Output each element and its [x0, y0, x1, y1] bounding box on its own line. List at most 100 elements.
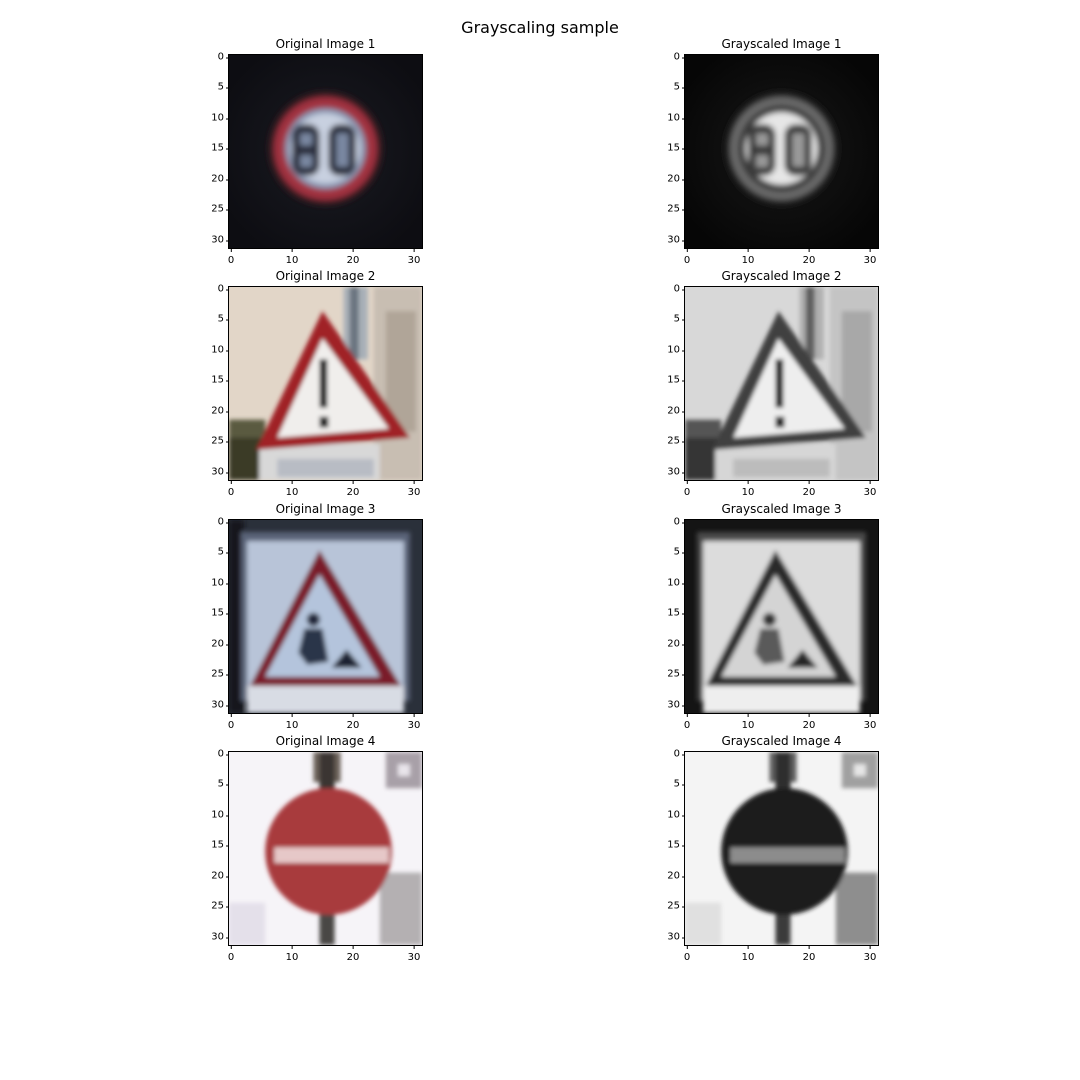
x-tick-label: 30 — [863, 714, 877, 731]
y-tick-label: 30 — [667, 699, 685, 711]
x-tick-label: 30 — [863, 249, 877, 266]
image-plot — [684, 286, 879, 481]
y-tick-label: 30 — [211, 234, 229, 246]
x-tick-label: 0 — [683, 714, 691, 731]
x-tick-label: 10 — [741, 249, 755, 266]
y-tick-label: 25 — [667, 435, 685, 447]
x-tick-label: 30 — [407, 714, 421, 731]
y-tick-label: 0 — [673, 748, 686, 760]
y-tick-label: 10 — [211, 809, 229, 821]
y-tick-label: 20 — [211, 405, 229, 417]
x-tick-label: 10 — [741, 714, 755, 731]
x-tick-label: 0 — [227, 714, 235, 731]
y-tick-label: 10 — [667, 112, 685, 124]
x-tick-label: 10 — [285, 249, 299, 266]
y-tick-label: 15 — [667, 839, 685, 851]
y-tick-label: 5 — [673, 313, 686, 325]
x-tick-label: 10 — [741, 946, 755, 963]
y-tick-label: 25 — [211, 435, 229, 447]
x-tick-label: 10 — [285, 481, 299, 498]
y-tick-label: 10 — [667, 344, 685, 356]
y-tick-label: 5 — [673, 81, 686, 93]
y-tick-label: 0 — [217, 748, 230, 760]
y-tick-label: 5 — [673, 546, 686, 558]
y-tick-label: 15 — [211, 374, 229, 386]
image-plot — [228, 54, 423, 249]
y-tick-label: 10 — [211, 577, 229, 589]
x-tick-label: 20 — [802, 714, 816, 731]
no-entry-sign-gray-image — [685, 752, 878, 945]
y-tick-label: 5 — [217, 81, 230, 93]
y-tick-label: 0 — [673, 283, 686, 295]
y-tick-label: 30 — [211, 466, 229, 478]
y-tick-label: 10 — [211, 344, 229, 356]
image-plot — [684, 751, 879, 946]
y-tick-label: 25 — [211, 203, 229, 215]
y-tick-label: 15 — [211, 607, 229, 619]
x-tick-label: 10 — [741, 481, 755, 498]
y-tick-label: 30 — [667, 931, 685, 943]
speed-limit-80-sign-gray-image — [685, 55, 878, 248]
x-tick-label: 30 — [407, 481, 421, 498]
y-tick-label: 5 — [673, 778, 686, 790]
panel-title: Grayscaled Image 2 — [721, 269, 842, 283]
x-tick-label: 30 — [863, 946, 877, 963]
panel-title: Original Image 3 — [275, 502, 376, 516]
x-tick-label: 30 — [407, 249, 421, 266]
y-tick-label: 0 — [217, 51, 230, 63]
x-tick-label: 20 — [346, 714, 360, 731]
panel-title: Original Image 4 — [275, 734, 376, 748]
x-tick-label: 20 — [346, 249, 360, 266]
y-tick-label: 30 — [667, 466, 685, 478]
panel-title: Original Image 1 — [275, 37, 376, 51]
y-tick-label: 25 — [667, 668, 685, 680]
figure-title: Grayscaling sample — [461, 18, 619, 37]
x-tick-label: 0 — [683, 481, 691, 498]
y-tick-label: 30 — [211, 699, 229, 711]
general-caution-sign-image — [229, 287, 422, 480]
image-plot — [228, 519, 423, 714]
y-tick-label: 20 — [667, 638, 685, 650]
y-tick-label: 0 — [217, 516, 230, 528]
x-tick-label: 10 — [285, 714, 299, 731]
x-tick-label: 20 — [802, 481, 816, 498]
y-tick-label: 15 — [211, 839, 229, 851]
y-tick-label: 30 — [667, 234, 685, 246]
speed-limit-80-sign-image — [229, 55, 422, 248]
y-tick-label: 25 — [667, 900, 685, 912]
x-tick-label: 10 — [285, 946, 299, 963]
y-tick-label: 20 — [667, 173, 685, 185]
y-tick-label: 0 — [673, 51, 686, 63]
x-tick-label: 0 — [683, 946, 691, 963]
y-tick-label: 25 — [667, 203, 685, 215]
y-tick-label: 25 — [211, 900, 229, 912]
y-tick-label: 15 — [667, 142, 685, 154]
x-tick-label: 0 — [683, 249, 691, 266]
y-tick-label: 15 — [211, 142, 229, 154]
panel-title: Original Image 2 — [275, 269, 376, 283]
panel-title: Grayscaled Image 1 — [721, 37, 842, 51]
y-tick-label: 0 — [673, 516, 686, 528]
y-tick-label: 5 — [217, 313, 230, 325]
x-tick-label: 30 — [863, 481, 877, 498]
panel-title: Grayscaled Image 4 — [721, 734, 842, 748]
x-tick-label: 30 — [407, 946, 421, 963]
x-tick-label: 0 — [227, 946, 235, 963]
x-tick-label: 0 — [227, 249, 235, 266]
road-work-sign-image — [229, 520, 422, 713]
y-tick-label: 5 — [217, 546, 230, 558]
y-tick-label: 25 — [211, 668, 229, 680]
y-tick-label: 20 — [667, 405, 685, 417]
y-tick-label: 20 — [211, 638, 229, 650]
y-tick-label: 20 — [211, 870, 229, 882]
x-tick-label: 20 — [346, 481, 360, 498]
general-caution-sign-gray-image — [685, 287, 878, 480]
y-tick-label: 5 — [217, 778, 230, 790]
y-tick-label: 20 — [211, 173, 229, 185]
y-tick-label: 15 — [667, 374, 685, 386]
x-tick-label: 0 — [227, 481, 235, 498]
image-plot — [684, 54, 879, 249]
y-tick-label: 15 — [667, 607, 685, 619]
panel-title: Grayscaled Image 3 — [721, 502, 842, 516]
y-tick-label: 30 — [211, 931, 229, 943]
